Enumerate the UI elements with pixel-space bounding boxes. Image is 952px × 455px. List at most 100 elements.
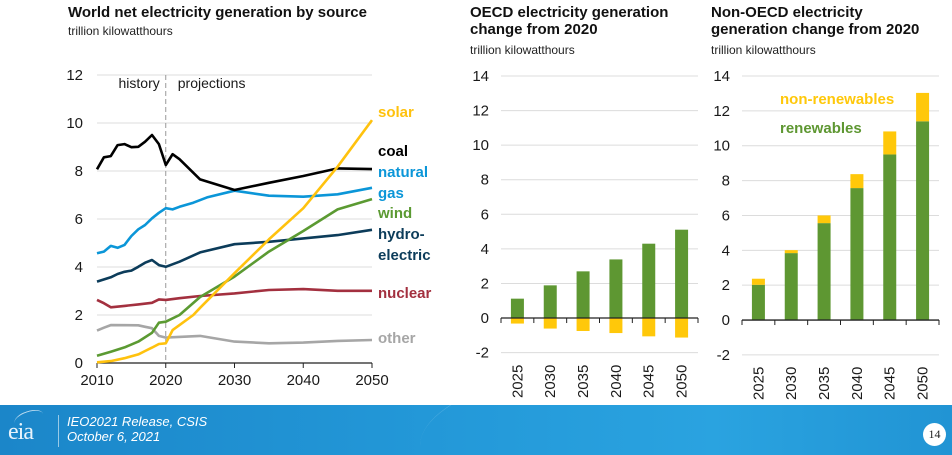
y-tick-label: 0: [75, 355, 83, 372]
y-tick-label: 12: [66, 67, 83, 84]
bar-non-renewables-2040: [609, 318, 623, 334]
series-label-hydroelectric: electric: [378, 247, 431, 264]
y-tick-label: 10: [713, 138, 730, 155]
oecd-chart-subtitle: trillion kilowatthours: [470, 43, 575, 57]
y-tick-label: 12: [472, 103, 489, 120]
footer-decoration: [420, 405, 952, 455]
history-label: history: [119, 75, 160, 91]
bar-non-renewables-2025: [751, 278, 765, 285]
bar-renewables-2030: [543, 285, 557, 319]
bar-non-renewables-2045: [642, 318, 656, 337]
x-tick-label: 2030: [218, 372, 251, 389]
y-tick-label: 10: [66, 115, 83, 132]
y-tick-label: 6: [481, 206, 489, 223]
x-tick-label: 2035: [575, 365, 592, 398]
eia-logo: eia: [8, 419, 34, 445]
bar-renewables-2050: [675, 229, 689, 319]
y-tick-label: 4: [481, 241, 489, 258]
x-tick-label: 2045: [882, 367, 899, 400]
series-line-natural-gas: [96, 186, 373, 255]
series-label-natural-gas: natural: [378, 164, 428, 181]
x-tick-label: 2025: [750, 367, 767, 400]
x-tick-label: 2040: [608, 365, 625, 398]
y-tick-label: 6: [722, 207, 730, 224]
bar-non-renewables-2030: [784, 250, 798, 254]
y-tick-label: 2: [75, 307, 83, 324]
y-tick-label: 2: [481, 275, 489, 292]
series-label-wind: wind: [377, 205, 412, 222]
x-tick-label: 2050: [674, 365, 691, 398]
bar-renewables-2030: [784, 253, 798, 321]
y-tick-label: 8: [722, 173, 730, 190]
oecd-chart-title-line1: OECD electricity generation: [470, 4, 669, 21]
legend-renewables: renewables: [780, 120, 862, 137]
bar-renewables-2045: [883, 154, 897, 321]
series-line-solar: [96, 119, 374, 364]
series-line-wind: [96, 197, 373, 358]
y-tick-label: 14: [713, 68, 730, 85]
series-label-other: other: [378, 330, 416, 347]
page-number: 14: [923, 423, 946, 446]
bar-non-renewables-2035: [576, 318, 590, 331]
y-tick-label: 4: [75, 259, 83, 276]
world-chart-title: World net electricity generation by sour…: [68, 4, 367, 21]
bar-renewables-2035: [817, 223, 831, 321]
bar-renewables-2040: [850, 188, 864, 321]
y-tick-label: -2: [717, 347, 730, 364]
x-tick-label: 2035: [816, 367, 833, 400]
bar-non-renewables-2050: [916, 92, 930, 122]
x-tick-label: 2030: [783, 367, 800, 400]
series-label-coal: coal: [378, 143, 408, 160]
oecd-chart-title-line2: change from 2020: [470, 21, 598, 38]
footer-event: IEO2021 Release, CSIS: [67, 414, 208, 429]
series-line-hydroelectric: [96, 228, 373, 283]
bar-non-renewables-2025: [510, 318, 524, 324]
x-tick-label: 2050: [355, 372, 388, 389]
y-tick-label: 2: [722, 277, 730, 294]
bar-renewables-2025: [751, 284, 765, 321]
bar-non-renewables-2035: [817, 215, 831, 224]
series-label-solar: solar: [378, 104, 414, 121]
y-tick-label: 12: [713, 103, 730, 120]
bar-renewables-2035: [576, 271, 590, 319]
y-tick-label: 0: [481, 310, 489, 327]
series-label-hydroelectric: hydro-: [378, 226, 425, 243]
y-tick-label: 4: [722, 242, 730, 259]
x-tick-label: 2030: [542, 365, 559, 398]
x-tick-label: 2050: [915, 367, 932, 400]
bar-renewables-2050: [916, 121, 930, 321]
bar-renewables-2025: [510, 298, 524, 319]
y-tick-label: 6: [75, 211, 83, 228]
y-tick-label: -2: [476, 345, 489, 362]
footer-bar: eia IEO2021 Release, CSIS October 6, 202…: [0, 405, 952, 455]
x-tick-label: 2020: [149, 372, 182, 389]
legend-non-renewables: non-renewables: [780, 91, 894, 108]
x-tick-label: 2045: [641, 365, 658, 398]
y-tick-label: 8: [75, 163, 83, 180]
bar-non-renewables-2045: [883, 131, 897, 155]
world-chart-subtitle: trillion kilowatthours: [68, 24, 173, 38]
bar-renewables-2045: [642, 243, 656, 319]
bar-non-renewables-2030: [543, 318, 557, 329]
y-tick-label: 10: [472, 137, 489, 154]
x-tick-label: 2040: [287, 372, 320, 389]
x-tick-label: 2010: [80, 372, 113, 389]
series-line-nuclear: [96, 287, 372, 309]
series-label-nuclear: nuclear: [378, 285, 432, 302]
bar-non-renewables-2040: [850, 174, 864, 189]
series-line-other: [96, 323, 373, 345]
projections-label: projections: [178, 75, 246, 91]
footer-divider: [58, 415, 59, 447]
y-tick-label: 0: [722, 312, 730, 329]
y-tick-label: 8: [481, 172, 489, 189]
series-label-natural-gas: gas: [378, 185, 404, 202]
footer-date: October 6, 2021: [67, 429, 161, 444]
x-tick-label: 2040: [849, 367, 866, 400]
bar-non-renewables-2050: [675, 318, 689, 338]
y-tick-label: 14: [472, 68, 489, 85]
series-line-coal: [95, 133, 373, 192]
nonoecd-chart-subtitle: trillion kilowatthours: [711, 43, 816, 57]
x-tick-label: 2025: [509, 365, 526, 398]
bar-renewables-2040: [609, 259, 623, 319]
